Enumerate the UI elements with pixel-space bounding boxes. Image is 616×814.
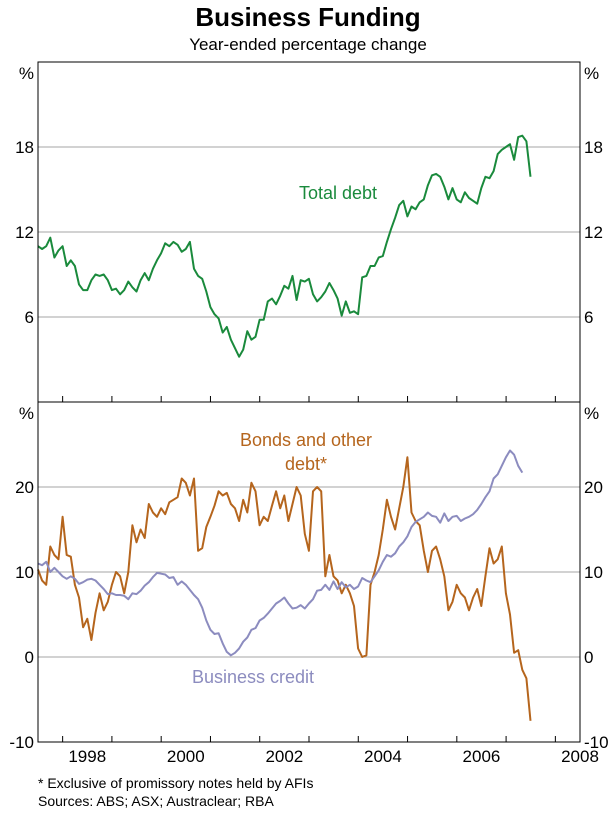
ytick-left-top-18: 18: [15, 138, 34, 157]
ytick-right-top-6: 6: [584, 308, 593, 327]
ytick-right-bottom-10: 10: [584, 563, 603, 582]
series-label-total_debt-0: Total debt: [299, 183, 377, 203]
ytick-left-bottom--10: -10: [9, 733, 34, 752]
ytick-right-top-18: 18: [584, 138, 603, 157]
xtick-label-2008: 2008: [561, 747, 599, 766]
ytick-left-top-12: 12: [15, 223, 34, 242]
unit-label-left-top: %: [19, 64, 34, 83]
xtick-label-2000: 2000: [167, 747, 205, 766]
ytick-right-bottom-0: 0: [584, 648, 593, 667]
xtick-label-2002: 2002: [265, 747, 303, 766]
unit-label-right-top: %: [584, 64, 599, 83]
unit-label-left-bottom: %: [19, 404, 34, 423]
series-label-bonds-0: Bonds and other: [240, 430, 372, 450]
ytick-right-bottom--10: -10: [584, 733, 609, 752]
ytick-left-bottom-20: 20: [15, 478, 34, 497]
footnote-sources: Sources: ABS; ASX; Austraclear; RBA: [38, 793, 274, 809]
ytick-left-bottom-0: 0: [25, 648, 34, 667]
series-line-total_debt: [37, 134, 532, 358]
series-line-business_credit: [37, 449, 524, 657]
ytick-right-bottom-20: 20: [584, 478, 603, 497]
unit-label-right-bottom: %: [584, 404, 599, 423]
series-line-bonds: [37, 456, 532, 721]
xtick-label-2004: 2004: [364, 747, 402, 766]
series-label-bonds-1: debt*: [285, 454, 327, 474]
chart-title: Business Funding: [195, 2, 421, 32]
xtick-label-2006: 2006: [463, 747, 501, 766]
footnote-exclusion: * Exclusive of promissory notes held by …: [38, 775, 314, 791]
chart-subtitle: Year-ended percentage change: [189, 35, 427, 54]
xtick-label-1998: 1998: [68, 747, 106, 766]
ytick-left-top-6: 6: [25, 308, 34, 327]
ytick-right-top-12: 12: [584, 223, 603, 242]
ytick-left-bottom-10: 10: [15, 563, 34, 582]
series-label-business_credit-2: Business credit: [192, 667, 314, 687]
